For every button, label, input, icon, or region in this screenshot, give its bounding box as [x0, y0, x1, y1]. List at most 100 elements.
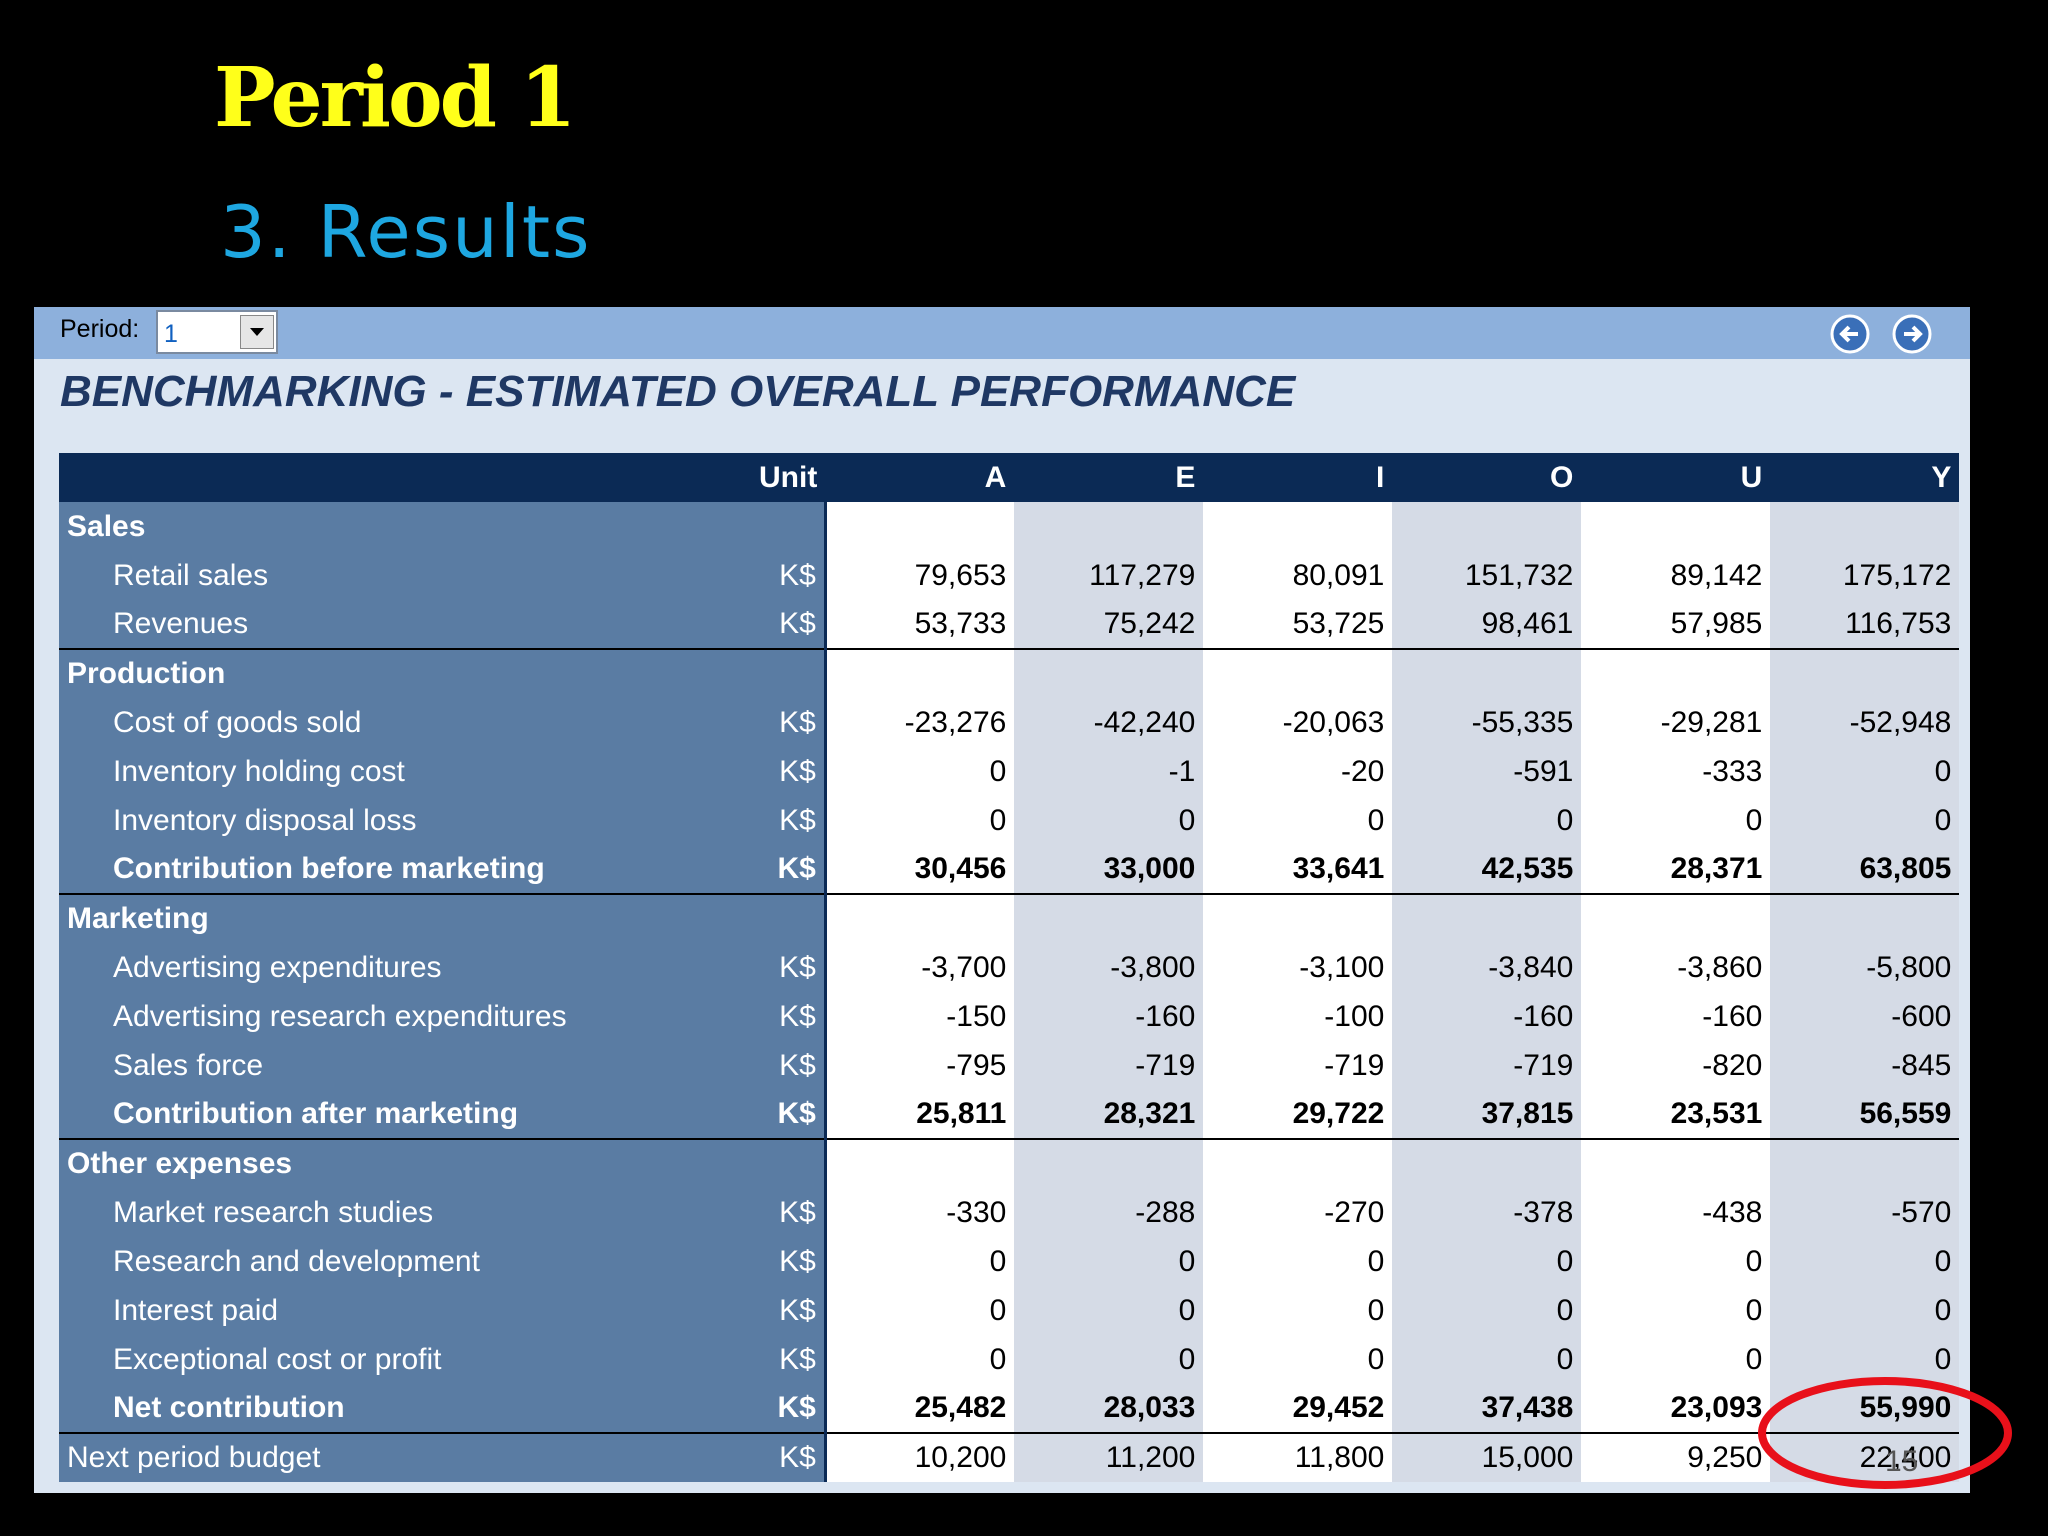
period-label: Period: [60, 315, 140, 343]
value-cell: 57,985 [1581, 600, 1771, 650]
unit-cell: K$ [751, 943, 827, 992]
row-label: Net contribution [59, 1384, 751, 1434]
value-cell: 0 [1392, 1237, 1582, 1286]
value-cell: 29,722 [1203, 1090, 1393, 1140]
value-cell: 0 [825, 747, 1015, 796]
value-cell: 117,279 [1014, 551, 1204, 600]
value-cell: -438 [1581, 1188, 1771, 1237]
row-label: Revenues [59, 600, 751, 650]
value-cell: 0 [1203, 1237, 1393, 1286]
header-cell: Y [1770, 453, 1960, 502]
value-cell: 56,559 [1770, 1090, 1960, 1140]
value-cell: 116,753 [1770, 600, 1960, 650]
value-cell: 33,000 [1014, 845, 1204, 895]
row-label: Inventory holding cost [59, 747, 751, 796]
row-label: Contribution after marketing [59, 1090, 751, 1140]
table-row: Research and development K$ 0 0 0 0 0 0 [59, 1237, 1960, 1286]
value-cell: 23,093 [1581, 1384, 1771, 1434]
unit-cell: K$ [751, 551, 827, 600]
value-cell [825, 894, 1015, 943]
section-row: Production [59, 649, 1960, 698]
table-row: Next period budget K$ 10,200 11,200 11,800 15… [59, 1433, 1960, 1482]
value-cell: 0 [1770, 796, 1960, 845]
value-cell: 28,371 [1581, 845, 1771, 895]
value-cell: 79,653 [825, 551, 1015, 600]
value-cell: 0 [1014, 1335, 1204, 1384]
unit-cell [751, 502, 827, 551]
value-cell: 10,200 [825, 1433, 1015, 1482]
value-cell: -42,240 [1014, 698, 1204, 747]
row-label: Retail sales [59, 551, 751, 600]
value-cell [1203, 502, 1393, 551]
unit-cell: K$ [751, 747, 827, 796]
value-cell: 175,172 [1770, 551, 1960, 600]
value-cell: 98,461 [1392, 600, 1582, 650]
dropdown-button[interactable] [240, 315, 274, 349]
value-cell: -5,800 [1770, 943, 1960, 992]
value-cell [825, 649, 1015, 698]
value-cell: 22,400 [1770, 1433, 1960, 1482]
results-table: Unit A E I O U Y Sales Retail sales K$ 79,653 117,… [59, 453, 1960, 1482]
table-row: Exceptional cost or profit K$ 0 0 0 0 0 0 [59, 1335, 1960, 1384]
value-cell: 63,805 [1770, 845, 1960, 895]
unit-cell [751, 1139, 827, 1188]
value-cell: 0 [1014, 1286, 1204, 1335]
value-cell [1581, 649, 1771, 698]
value-cell [1014, 649, 1204, 698]
header-cell: E [1014, 453, 1204, 502]
value-cell: 0 [825, 1237, 1015, 1286]
value-cell: 0 [1392, 796, 1582, 845]
value-cell: 55,990 [1770, 1384, 1960, 1434]
section-row: Other expenses [59, 1139, 1960, 1188]
value-cell: 0 [825, 1335, 1015, 1384]
table-row: Sales force K$ -795 -719 -719 -719 -820 -845 [59, 1041, 1960, 1090]
value-cell: 0 [1392, 1335, 1582, 1384]
value-cell: 0 [825, 796, 1015, 845]
row-label: Interest paid [59, 1286, 751, 1335]
value-cell: 42,535 [1392, 845, 1582, 895]
section-title: Sales [59, 502, 751, 551]
value-cell: 0 [1581, 1335, 1771, 1384]
section-title: Production [59, 649, 751, 698]
value-cell: 0 [1203, 796, 1393, 845]
table-row: Advertising research expenditures K$ -150-… [59, 992, 1960, 1041]
unit-cell: K$ [751, 992, 827, 1041]
value-cell: 37,438 [1392, 1384, 1582, 1434]
section-row: Sales [59, 502, 1960, 551]
value-cell: -378 [1392, 1188, 1582, 1237]
value-cell: 0 [1203, 1335, 1393, 1384]
table-row: Market research studies K$ -330 -288 -270 -37… [59, 1188, 1960, 1237]
next-button[interactable] [1892, 314, 1932, 354]
section-title: Marketing [59, 894, 751, 943]
table-row: Interest paid K$ 0 0 0 0 0 0 [59, 1286, 1960, 1335]
value-cell: 23,531 [1581, 1090, 1771, 1140]
toolbar: Period: 1 [34, 307, 1970, 359]
section-row: Marketing [59, 894, 1960, 943]
value-cell: -20,063 [1203, 698, 1393, 747]
prev-button[interactable] [1830, 314, 1870, 354]
table-row: Revenues K$ 53,733 75,242 53,725 98,461 57,985… [59, 600, 1960, 650]
value-cell: -3,800 [1014, 943, 1204, 992]
value-cell: 9,250 [1581, 1433, 1771, 1482]
value-cell: 15,000 [1392, 1433, 1582, 1482]
value-cell: -795 [825, 1041, 1015, 1090]
value-cell: 0 [1203, 1286, 1393, 1335]
value-cell: -29,281 [1581, 698, 1771, 747]
value-cell [1014, 894, 1204, 943]
row-label: Research and development [59, 1237, 751, 1286]
value-cell: -100 [1203, 992, 1393, 1041]
value-cell: 53,733 [825, 600, 1015, 650]
value-cell [1014, 1139, 1204, 1188]
value-cell [1581, 1139, 1771, 1188]
value-cell: -719 [1014, 1041, 1204, 1090]
value-cell: 0 [1770, 747, 1960, 796]
value-cell: -270 [1203, 1188, 1393, 1237]
highlight-ellipse [1758, 1377, 2012, 1489]
table-row: Advertising expenditures K$ -3,700 -3,800 -3… [59, 943, 1960, 992]
slide-title: Period 1 [214, 50, 577, 146]
value-cell: 37,815 [1392, 1090, 1582, 1140]
value-cell: 0 [1770, 1237, 1960, 1286]
table-row: Cost of goods sold K$ -23,276 -42,240 -20,06… [59, 698, 1960, 747]
period-select[interactable]: 1 [156, 310, 278, 354]
value-cell: 0 [1770, 1335, 1960, 1384]
